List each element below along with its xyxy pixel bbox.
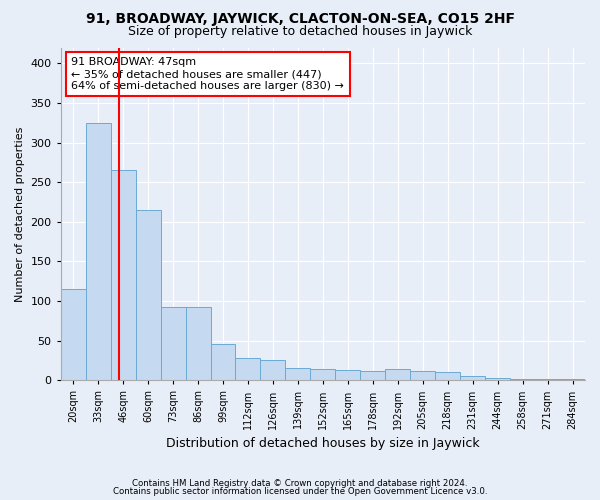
Bar — [161, 306, 185, 380]
Text: Size of property relative to detached houses in Jaywick: Size of property relative to detached ho… — [128, 25, 472, 38]
Bar — [435, 372, 460, 380]
Bar — [560, 378, 585, 380]
Y-axis label: Number of detached properties: Number of detached properties — [15, 126, 25, 302]
Bar — [110, 170, 136, 380]
Bar — [86, 123, 110, 380]
Bar — [260, 360, 286, 380]
Bar — [510, 378, 535, 380]
Bar — [361, 371, 385, 380]
Bar — [335, 370, 361, 380]
Bar — [136, 210, 161, 380]
Text: 91 BROADWAY: 47sqm
← 35% of detached houses are smaller (447)
64% of semi-detach: 91 BROADWAY: 47sqm ← 35% of detached hou… — [71, 58, 344, 90]
Bar — [535, 378, 560, 380]
Bar — [485, 378, 510, 380]
Bar — [235, 358, 260, 380]
Text: Contains public sector information licensed under the Open Government Licence v3: Contains public sector information licen… — [113, 487, 487, 496]
Bar — [385, 369, 410, 380]
Bar — [460, 376, 485, 380]
Bar — [185, 308, 211, 380]
Bar — [410, 371, 435, 380]
Bar — [211, 344, 235, 381]
X-axis label: Distribution of detached houses by size in Jaywick: Distribution of detached houses by size … — [166, 437, 479, 450]
Text: Contains HM Land Registry data © Crown copyright and database right 2024.: Contains HM Land Registry data © Crown c… — [132, 478, 468, 488]
Bar — [310, 369, 335, 380]
Text: 91, BROADWAY, JAYWICK, CLACTON-ON-SEA, CO15 2HF: 91, BROADWAY, JAYWICK, CLACTON-ON-SEA, C… — [86, 12, 515, 26]
Bar — [61, 289, 86, 380]
Bar — [286, 368, 310, 380]
